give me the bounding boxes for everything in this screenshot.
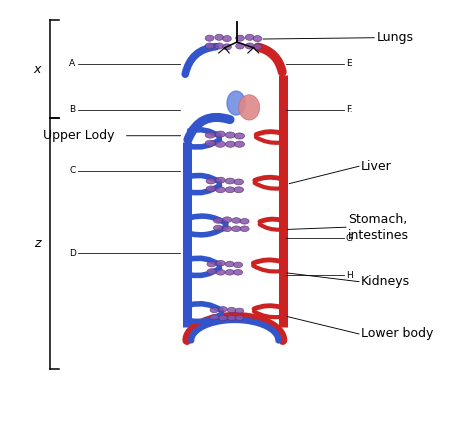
Ellipse shape [240,218,249,224]
Ellipse shape [215,141,225,147]
Ellipse shape [215,43,224,49]
Ellipse shape [228,315,236,320]
Ellipse shape [223,35,231,42]
Ellipse shape [228,307,236,312]
Text: Upper Lody: Upper Lody [43,129,115,142]
Ellipse shape [213,218,223,223]
Ellipse shape [232,226,241,232]
Ellipse shape [236,43,245,49]
Ellipse shape [205,35,214,41]
Ellipse shape [225,141,236,147]
Ellipse shape [215,34,224,40]
Ellipse shape [216,177,225,183]
Ellipse shape [223,217,232,222]
Ellipse shape [207,269,216,274]
Ellipse shape [245,34,254,40]
Ellipse shape [216,260,225,266]
Ellipse shape [232,218,241,223]
Ellipse shape [234,179,244,185]
Text: Liver: Liver [361,160,392,173]
Ellipse shape [219,315,228,320]
Ellipse shape [225,270,234,275]
Text: G: G [346,234,353,243]
Text: C: C [69,166,75,175]
Ellipse shape [206,178,216,184]
Text: x: x [34,63,41,76]
Ellipse shape [206,186,216,192]
Ellipse shape [253,35,262,42]
Ellipse shape [210,307,219,312]
Ellipse shape [210,315,219,320]
Ellipse shape [223,226,232,232]
Ellipse shape [235,141,245,147]
Ellipse shape [215,131,225,137]
Ellipse shape [225,178,235,184]
Text: Lower body: Lower body [361,327,434,340]
Ellipse shape [207,261,216,267]
Text: Kidneys: Kidneys [361,275,410,288]
Ellipse shape [225,187,235,193]
Ellipse shape [245,43,254,49]
Ellipse shape [234,262,243,268]
Ellipse shape [225,261,234,267]
Ellipse shape [213,225,223,231]
Ellipse shape [225,132,236,138]
Text: A: A [69,59,75,68]
Text: Lungs: Lungs [376,31,413,44]
Text: B: B [69,105,75,114]
Ellipse shape [227,91,245,115]
Ellipse shape [216,187,225,193]
Text: D: D [69,249,76,258]
Ellipse shape [219,307,228,312]
Ellipse shape [235,133,245,139]
Text: Stomach,
intestines: Stomach, intestines [348,213,409,242]
Text: H: H [346,271,353,280]
Ellipse shape [205,132,215,138]
Ellipse shape [205,43,214,49]
Ellipse shape [236,35,245,41]
Text: F.: F. [346,105,352,114]
Ellipse shape [234,187,244,193]
Ellipse shape [239,95,260,120]
Ellipse shape [234,270,243,275]
Ellipse shape [235,315,244,320]
Ellipse shape [235,308,244,313]
Ellipse shape [253,44,262,50]
Ellipse shape [205,140,215,146]
Ellipse shape [240,226,249,232]
Ellipse shape [223,44,231,50]
Text: z: z [34,237,41,250]
Ellipse shape [216,270,225,275]
Text: E: E [346,59,352,68]
